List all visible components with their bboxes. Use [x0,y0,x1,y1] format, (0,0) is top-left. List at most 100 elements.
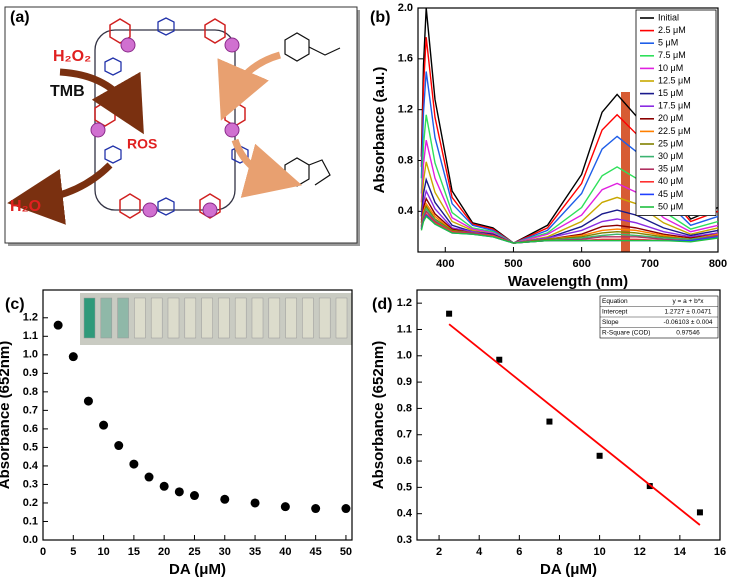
point [220,494,230,504]
legend-label: 20 μM [658,113,683,123]
cuvette [302,297,314,339]
y-tick-label: 0.5 [397,481,412,493]
x-tick-label: 10 [97,546,109,558]
x-tick-label: 4 [476,546,483,558]
y-tick-label: 0.4 [398,205,414,217]
frame [4,6,358,244]
y-tick-label: 1.1 [397,323,412,335]
point [114,441,124,451]
point [129,459,139,469]
point [311,504,321,514]
table-key: Slope [602,319,619,326]
y-tick-label: 0.9 [397,376,412,388]
y-tick-label: 1.6 [398,53,413,65]
point [341,504,351,514]
x-tick-label: 14 [674,546,687,558]
y-tick-label: 0.6 [23,423,38,435]
arrow [231,138,303,198]
x-tick-label: 35 [249,546,261,558]
y-tick-label: 0.0 [23,534,38,546]
arrow [7,162,113,225]
point [53,320,63,330]
x-tick-label: 45 [310,546,322,558]
x-tick-label: 0 [40,546,46,558]
legend-label: Initial [658,12,679,22]
cuvette [117,297,129,339]
fit-line [448,323,701,526]
y-tick-label: 0.5 [23,441,38,453]
point [446,310,453,317]
cuvette [335,297,348,339]
legend-label: 12.5 μM [658,75,691,85]
y-tick-label: 0.6 [397,455,412,467]
point [250,498,260,508]
point [189,491,199,501]
y-tick-label: 1.0 [23,349,38,361]
legend-label: 17.5 μM [658,101,691,111]
legend-label: 22.5 μM [658,126,691,136]
x-tick-label: 2 [436,546,442,558]
cuvette [285,297,297,339]
table-key: Intercept [602,308,627,315]
x-tick-label: 20 [158,546,170,558]
point [83,396,93,406]
cuvette [134,297,146,339]
table-value: -0.06103 ± 0.004 [663,319,712,326]
x-axis-title: Wavelength (nm) [508,273,628,290]
cuvette [150,297,163,339]
legend-label: 15 μM [658,88,683,98]
panel-label: (a) [10,9,30,26]
plot-frame [416,289,721,541]
point [99,420,109,430]
reagent-label: H₂O [10,198,41,215]
plot-frame [42,289,353,541]
arrow [217,51,282,121]
y-tick-label: 1.0 [397,350,412,362]
point [696,509,703,516]
x-tick-label: 8 [556,546,562,558]
legend-label: 45 μM [658,189,683,199]
cuvette [234,297,247,339]
point [159,481,169,491]
legend-label: 25 μM [658,138,683,148]
y-tick-label: 0.3 [23,478,38,490]
x-tick-label: 6 [516,546,522,558]
y-tick-label: 0.8 [398,154,413,166]
x-tick-label: 400 [436,258,454,270]
legend-label: 2.5 μM [658,25,686,35]
x-tick-label: 10 [593,546,605,558]
y-tick-label: 0.1 [23,515,38,527]
point [174,487,184,497]
x-tick-label: 15 [128,546,140,558]
x-axis-title: DA (μM) [540,561,597,577]
y-tick-label: 0.7 [397,429,412,441]
point [280,502,290,512]
y-tick-label: 1.2 [397,297,412,309]
x-tick-label: 40 [279,546,291,558]
panel-label: (d) [372,296,392,313]
plot-frame [417,7,719,253]
cuvette [268,297,281,339]
y-tick-label: 0.9 [23,367,38,379]
x-tick-label: 25 [188,546,200,558]
x-tick-label: 600 [572,258,590,270]
y-tick-label: 1.2 [23,312,38,324]
cuvette [201,297,213,339]
x-axis-title: DA (μM) [169,561,226,577]
y-tick-label: 0.3 [397,534,412,546]
cuvette [100,297,113,339]
cuvette [318,297,331,339]
point [144,472,154,482]
y-axis-title: Absorbance (652nm) [370,341,387,489]
y-axis-title: Absorbance (a.u.) [371,67,388,194]
y-tick-label: 0.8 [23,386,38,398]
y-tick-label: 0.4 [397,508,413,520]
table-key: Equation [602,298,628,305]
legend-label: 5 μM [658,38,678,48]
legend-label: 30 μM [658,151,683,161]
reagent-label: TMB [50,83,85,100]
y-tick-label: 1.1 [23,330,38,342]
y-tick-label: 0.4 [23,460,39,472]
